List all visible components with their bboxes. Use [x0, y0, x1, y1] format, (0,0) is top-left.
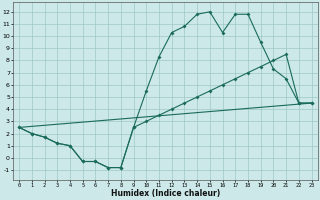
X-axis label: Humidex (Indice chaleur): Humidex (Indice chaleur): [111, 189, 220, 198]
